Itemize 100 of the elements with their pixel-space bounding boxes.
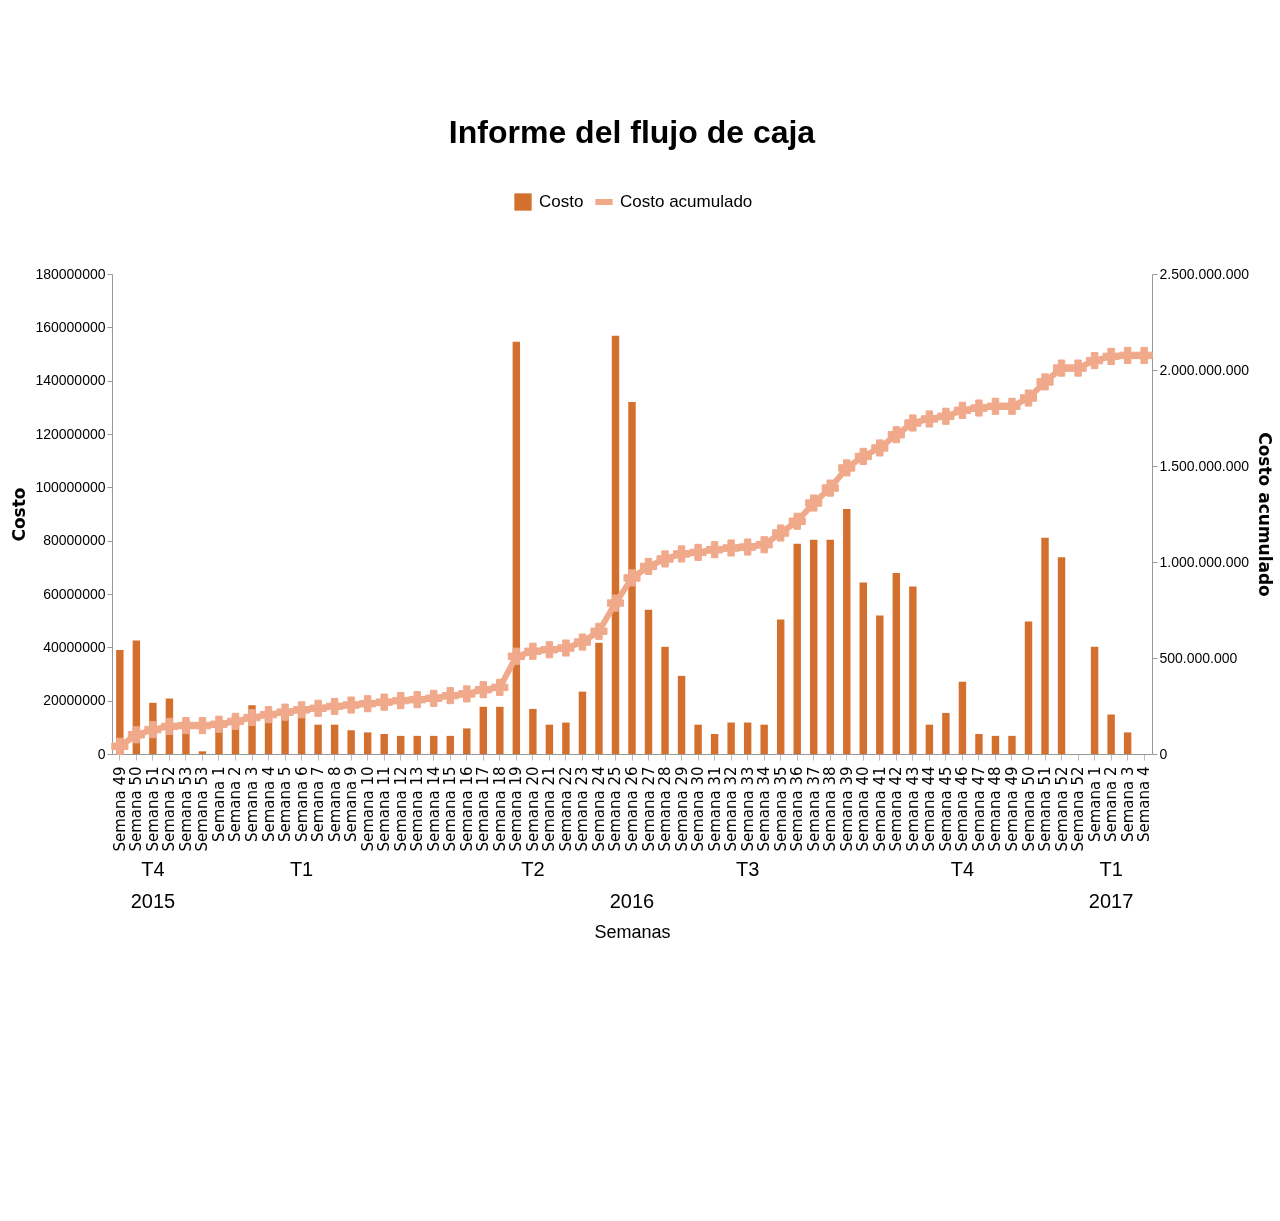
x-tick-label: Semana 44 bbox=[920, 766, 939, 852]
bar bbox=[942, 712, 950, 754]
text: T2 bbox=[521, 858, 545, 880]
y-tick-label: 180000000 bbox=[35, 265, 106, 282]
legend-label: Costo bbox=[539, 192, 584, 211]
x-tick-label: Semana 10 bbox=[358, 766, 377, 852]
bar bbox=[363, 732, 372, 754]
x-tick-label: Semana 1 bbox=[1085, 766, 1104, 843]
y2-tick-label: 2.500.000.000 bbox=[1159, 265, 1250, 282]
x-axis-title: Semanas bbox=[594, 921, 671, 942]
bar bbox=[991, 735, 1000, 754]
x-tick-label: Semana 39 bbox=[837, 766, 856, 852]
x-tick-label: Semana 26 bbox=[623, 766, 641, 852]
x-tick-label: Semana 35 bbox=[771, 766, 790, 852]
bar bbox=[760, 724, 768, 754]
x-tick-label: Semana 21 bbox=[540, 766, 559, 852]
x-tick-label: Semana 53 bbox=[193, 766, 212, 852]
x-tick-label: Semana 48 bbox=[986, 766, 1005, 852]
x-tick-label: Semana 30 bbox=[689, 766, 708, 852]
x-tick-label: Semana 53 bbox=[176, 766, 195, 852]
bar bbox=[330, 724, 339, 754]
y-tick-label: 0 bbox=[97, 745, 106, 762]
x-tick-label: Semana 28 bbox=[656, 766, 675, 852]
bar bbox=[578, 691, 587, 754]
x-tick-label: Semana 14 bbox=[424, 766, 443, 852]
bar bbox=[876, 615, 884, 754]
x-tick-label: Semana 45 bbox=[936, 766, 955, 852]
y2-tick-label: 1.000.000.000 bbox=[1159, 553, 1250, 570]
x-tick-label: Semana 51 bbox=[1036, 766, 1055, 852]
x-tick-label: Semana 5 bbox=[276, 766, 295, 843]
x-tick-label: Semana 19 bbox=[507, 766, 526, 852]
bar bbox=[826, 539, 834, 754]
y-tick-label: 40000000 bbox=[43, 638, 106, 655]
x-tick-label: Semana 41 bbox=[870, 766, 889, 852]
bar bbox=[743, 722, 752, 754]
bar bbox=[677, 675, 686, 754]
x-tick-label: Semana 11 bbox=[375, 766, 394, 852]
bar bbox=[1090, 646, 1099, 754]
x-tick-label: Semana 27 bbox=[639, 766, 658, 852]
x-tick-label: Semana 25 bbox=[606, 766, 625, 852]
x-tick-label: Semana 13 bbox=[408, 766, 427, 852]
bar bbox=[1123, 732, 1132, 754]
x-tick-label: Semana 52 bbox=[1069, 766, 1088, 852]
bar bbox=[694, 724, 702, 754]
text: T4 bbox=[141, 858, 165, 880]
x-tick-label: Semana 43 bbox=[903, 766, 922, 852]
bar bbox=[958, 681, 967, 754]
text: T3 bbox=[735, 858, 760, 880]
bar bbox=[314, 724, 322, 754]
x-tick-label: Semana 46 bbox=[953, 766, 972, 852]
bar bbox=[661, 646, 669, 754]
bar bbox=[430, 735, 438, 754]
y2-tick-label: 2.000.000.000 bbox=[1159, 361, 1250, 378]
bar bbox=[909, 586, 917, 754]
bar bbox=[562, 722, 570, 754]
bar bbox=[396, 735, 405, 754]
x-tick-label: Semana 37 bbox=[804, 766, 823, 852]
x-tick-label: Semana 22 bbox=[556, 766, 575, 852]
y2-axis-title: Costo acumulado bbox=[1255, 432, 1276, 597]
x-tick-label: Semana 2 bbox=[1102, 766, 1121, 843]
bar bbox=[380, 734, 388, 754]
x-tick-label: Semana 24 bbox=[589, 766, 608, 852]
y-tick-label: 60000000 bbox=[43, 585, 106, 602]
x-tick-label: Semana 49 bbox=[1002, 766, 1021, 852]
y-axis-title: Costo bbox=[9, 487, 30, 542]
bar bbox=[463, 728, 471, 754]
x-tick-label: Semana 50 bbox=[1019, 766, 1038, 852]
bar bbox=[347, 730, 355, 754]
x-tick-label: Semana 8 bbox=[325, 766, 344, 843]
y-tick-label: 160000000 bbox=[35, 318, 106, 335]
bar bbox=[198, 751, 207, 754]
x-tick-label: Semana 49 bbox=[110, 766, 129, 852]
y-tick-label: 100000000 bbox=[35, 478, 106, 495]
bar bbox=[710, 734, 719, 754]
x-tick-label: Semana 33 bbox=[738, 766, 757, 852]
text: 2015 bbox=[130, 890, 176, 912]
bar bbox=[727, 722, 735, 754]
legend-label: Costo acumulado bbox=[620, 192, 753, 211]
x-tick-label: Semana 51 bbox=[143, 766, 162, 852]
x-tick-label: Semana 52 bbox=[1052, 766, 1071, 852]
bar bbox=[892, 572, 901, 754]
bar bbox=[545, 724, 554, 754]
x-tick-label: Semana 3 bbox=[1118, 766, 1137, 843]
text: T4 bbox=[950, 858, 975, 880]
x-tick-label: Semana 4 bbox=[1135, 766, 1154, 843]
y-tick-label: 140000000 bbox=[35, 372, 106, 389]
x-tick-label: Semana 42 bbox=[887, 766, 906, 852]
y2-tick-label: 1.500.000.000 bbox=[1159, 457, 1250, 474]
chart-title: Informe del flujo de caja bbox=[448, 114, 816, 150]
bar bbox=[859, 582, 868, 754]
x-tick-label: Semana 34 bbox=[755, 766, 774, 852]
text: 2017 bbox=[1088, 890, 1134, 912]
x-tick-label: Semana 15 bbox=[441, 766, 460, 852]
y2-tick-label: 0 bbox=[1159, 745, 1168, 762]
x-tick-label: Semana 4 bbox=[259, 766, 278, 843]
y-tick-label: 120000000 bbox=[35, 425, 106, 442]
x-tick-label: Semana 6 bbox=[292, 766, 311, 843]
x-tick-label: Semana 20 bbox=[523, 766, 542, 852]
x-tick-label: Semana 2 bbox=[226, 766, 245, 843]
x-tick-label: Semana 38 bbox=[821, 766, 840, 852]
